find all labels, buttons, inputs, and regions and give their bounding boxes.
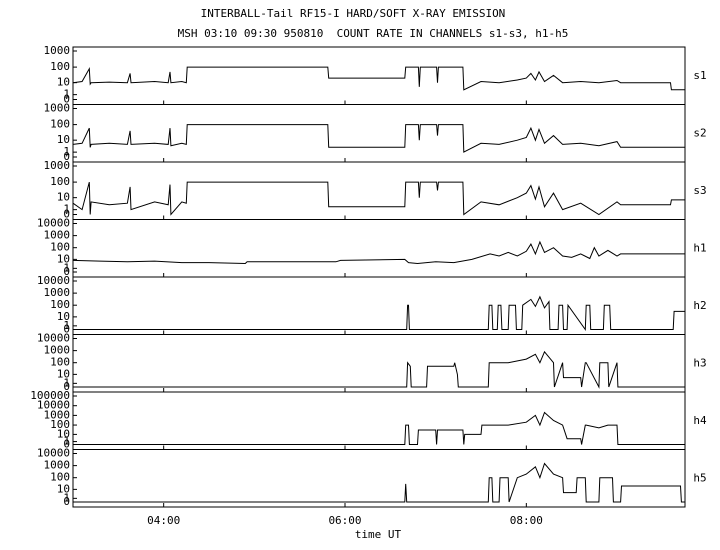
y-tick-label: 0 xyxy=(63,495,70,508)
x-tick-label: 04:00 xyxy=(147,514,180,527)
y-tick-label: 10000 xyxy=(37,447,70,460)
y-tick-label: 1000 xyxy=(44,44,71,57)
panel-frame xyxy=(72,276,686,335)
data-line xyxy=(72,124,685,153)
y-tick-label: 100 xyxy=(50,298,70,311)
y-tick-label: 1 xyxy=(63,435,70,448)
panel-name: h5 xyxy=(693,471,706,484)
data-line xyxy=(72,181,685,216)
data-line xyxy=(72,66,685,91)
y-tick-label: 10 xyxy=(57,133,70,146)
panel-frame xyxy=(72,334,686,393)
data-line xyxy=(73,462,685,503)
data-line xyxy=(72,240,685,265)
panel-name: h2 xyxy=(693,299,706,312)
y-tick-label: 10000 xyxy=(37,274,70,287)
y-tick-label: 1000 xyxy=(44,286,71,299)
y-tick-label: 100 xyxy=(50,241,70,254)
panel-frame xyxy=(72,219,686,278)
y-tick-label: 10 xyxy=(57,482,70,495)
panel-name: s1 xyxy=(693,69,706,82)
y-tick-label: 1000 xyxy=(44,344,71,357)
y-tick-label: 10 xyxy=(57,252,70,265)
panel-name: h3 xyxy=(693,356,706,369)
y-tick-label: 10 xyxy=(57,76,70,89)
y-tick-label: 1 xyxy=(63,88,70,101)
y-tick-label: 1 xyxy=(63,319,70,332)
y-tick-label: 100000 xyxy=(30,389,70,402)
panel-frame xyxy=(72,104,686,163)
y-tick-label: 1000 xyxy=(44,459,71,472)
y-tick-label: 100 xyxy=(50,356,70,369)
y-tick-label: 10000 xyxy=(37,217,70,230)
y-tick-label: 10000 xyxy=(37,332,70,345)
y-tick-label: 100 xyxy=(50,118,70,131)
y-tick-label: 1 xyxy=(63,145,70,158)
y-tick-label: 1000 xyxy=(44,159,71,172)
y-tick-label: 1000 xyxy=(44,229,71,242)
y-tick-label: 1 xyxy=(63,376,70,389)
x-tick-label: 08:00 xyxy=(510,514,543,527)
panel-frame xyxy=(72,449,686,508)
y-tick-label: 100 xyxy=(50,471,70,484)
x-tick-label: 06:00 xyxy=(328,514,361,527)
y-tick-label: 0 xyxy=(63,150,70,163)
y-tick-label: 0 xyxy=(63,438,70,451)
y-tick-label: 0 xyxy=(63,208,70,221)
panel-name: s3 xyxy=(693,184,706,197)
y-tick-label: 100 xyxy=(50,60,70,73)
chart-title: INTERBALL-Tail RF15-I HARD/SOFT X-RAY EM… xyxy=(201,7,506,20)
y-tick-label: 10000 xyxy=(37,399,70,412)
y-tick-label: 10 xyxy=(57,310,70,323)
y-tick-label: 10 xyxy=(57,427,70,440)
y-tick-label: 0 xyxy=(63,323,70,336)
y-tick-label: 10 xyxy=(57,191,70,204)
panel-frame xyxy=(72,46,686,105)
y-tick-label: 100 xyxy=(50,175,70,188)
y-tick-label: 0 xyxy=(63,93,70,106)
y-tick-label: 0 xyxy=(63,380,70,393)
y-tick-label: 0 xyxy=(63,265,70,278)
panel-name: s2 xyxy=(693,126,706,139)
panel-frame xyxy=(72,391,686,450)
y-tick-label: 10 xyxy=(57,367,70,380)
data-line xyxy=(73,411,685,445)
chart-subtitle: MSH 03:10 09:30 950810 COUNT RATE IN CHA… xyxy=(178,27,569,40)
panel-name: h1 xyxy=(693,241,706,254)
y-tick-label: 1 xyxy=(63,261,70,274)
y-tick-label: 1 xyxy=(63,491,70,504)
y-tick-label: 1000 xyxy=(44,102,71,115)
x-axis-label: time UT xyxy=(355,528,402,541)
data-line xyxy=(73,350,685,389)
y-tick-label: 1 xyxy=(63,203,70,216)
data-line xyxy=(73,295,685,331)
y-tick-label: 1000 xyxy=(44,408,71,421)
y-tick-label: 100 xyxy=(50,418,70,431)
panel-name: h4 xyxy=(693,414,707,427)
